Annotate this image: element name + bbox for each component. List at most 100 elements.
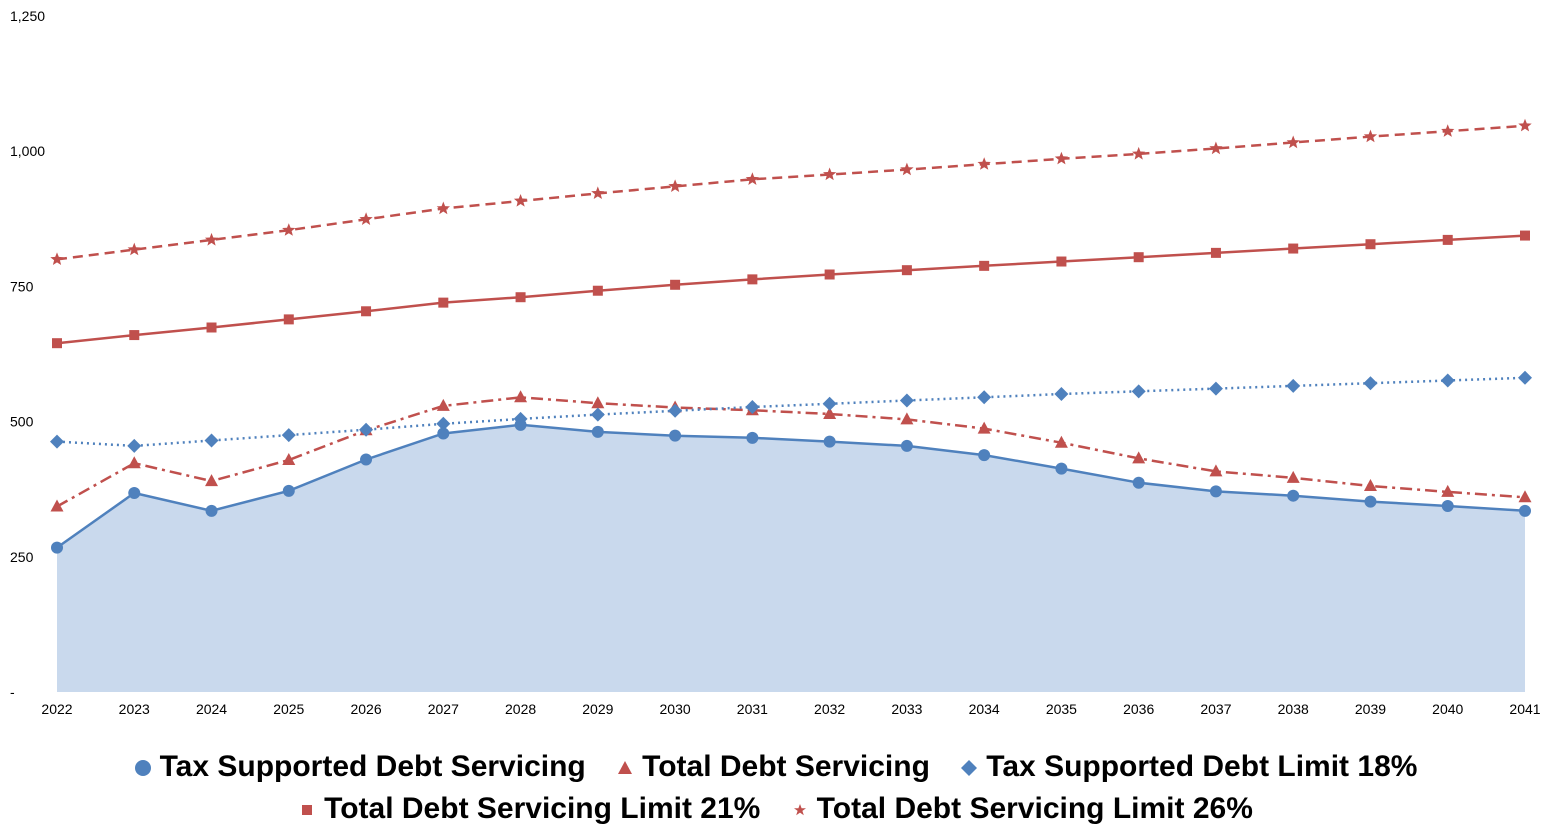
point-total-debt-servicing-limit-21-2039: [1365, 239, 1376, 250]
point-total-debt-servicing-limit-26-2037: [1209, 141, 1223, 155]
point-total-debt-servicing-limit-21-2038: [1288, 243, 1299, 254]
point-tax-supported-debt-limit-18-2039: [1363, 376, 1378, 391]
point-tax-supported-debt-limit-18-2041: [1518, 370, 1532, 385]
point-total-debt-servicing-2039: [1363, 478, 1377, 491]
point-total-debt-servicing-limit-26-2028: [513, 194, 528, 207]
point-tax-supported-debt-limit-18-2035: [1054, 387, 1069, 402]
y-axis-ticks: - 250 500 750 1,000 1,250: [10, 8, 45, 700]
y-tick-label: 1,000: [10, 143, 45, 159]
point-total-debt-servicing-limit-21-2030: [670, 279, 681, 290]
point-total-debt-servicing-2028: [514, 390, 528, 403]
point-total-debt-servicing-limit-21-2025: [283, 314, 294, 325]
point-tax-supported-debt-servicing-2038: [1287, 489, 1300, 502]
x-tick-label: 2037: [1200, 701, 1231, 717]
legend-item-tax-supported-debt-limit: Tax Supported Debt Limit 18%: [958, 750, 1417, 784]
point-total-debt-servicing-2022: [50, 499, 64, 512]
point-total-debt-servicing-limit-26-2041: [1518, 118, 1532, 132]
legend-row-2: Total Debt Servicing Limit 21% Total Deb…: [0, 792, 1549, 826]
point-total-debt-servicing-limit-26-2033: [900, 162, 914, 176]
area-layer: [57, 424, 1525, 692]
point-tax-supported-debt-limit-18-2030: [668, 403, 683, 418]
point-total-debt-servicing-limit-26-2025: [282, 223, 296, 236]
x-tick-label: 2033: [891, 701, 922, 717]
point-tax-supported-debt-limit-18-2036: [1131, 384, 1146, 399]
x-tick-label: 2027: [428, 701, 459, 717]
point-total-debt-servicing-limit-26-2029: [591, 186, 605, 199]
legend-item-total-debt-servicing: Total Debt Servicing: [614, 750, 930, 784]
point-total-debt-servicing-2023: [127, 456, 141, 469]
point-tax-supported-debt-limit-18-2038: [1286, 378, 1301, 393]
point-total-debt-servicing-2035: [1054, 435, 1068, 448]
point-total-debt-servicing-limit-26-2026: [359, 212, 373, 225]
point-total-debt-servicing-2037: [1209, 464, 1223, 477]
point-total-debt-servicing-2034: [977, 421, 991, 434]
point-total-debt-servicing-2040: [1441, 484, 1455, 497]
legend-item-total-debt-servicing-limit-26: Total Debt Servicing Limit 26%: [789, 792, 1253, 826]
x-tick-label: 2030: [660, 701, 691, 717]
point-tax-supported-debt-servicing-2032: [823, 435, 836, 448]
point-total-debt-servicing-limit-21-2036: [1133, 252, 1144, 263]
point-tax-supported-debt-limit-18-2031: [745, 399, 760, 414]
point-total-debt-servicing-limit-26-2023: [127, 242, 141, 256]
y-tick-label: 750: [10, 278, 34, 294]
point-total-debt-servicing-limit-26-2036: [1132, 146, 1146, 160]
point-tax-supported-debt-servicing-2034: [978, 449, 991, 462]
point-tax-supported-debt-servicing-2027: [437, 427, 450, 440]
series-line-total-debt-servicing-limit-26: [56, 124, 1526, 261]
y-tick-label: 1,250: [10, 8, 45, 24]
star-marker-icon: [789, 799, 811, 821]
point-tax-supported-debt-limit-18-2026: [359, 422, 374, 437]
x-tick-label: 2036: [1123, 701, 1154, 717]
point-tax-supported-debt-limit-18-2022: [50, 434, 64, 449]
point-tax-supported-debt-servicing-2040: [1441, 499, 1454, 512]
legend-label: Total Debt Servicing Limit 21%: [324, 792, 761, 825]
point-tax-supported-debt-servicing-2022: [51, 541, 63, 554]
point-total-debt-servicing-limit-21-2040: [1442, 234, 1453, 245]
point-total-debt-servicing-limit-26-2040: [1441, 124, 1455, 137]
point-total-debt-servicing-limit-21-2027: [438, 297, 449, 308]
point-total-debt-servicing-2038: [1286, 470, 1300, 483]
point-total-debt-servicing-2033: [900, 412, 914, 425]
point-total-debt-servicing-2041: [1518, 490, 1532, 503]
x-tick-label: 2026: [350, 701, 381, 717]
point-tax-supported-debt-servicing-2024: [205, 504, 218, 517]
point-total-debt-servicing-limit-26-2034: [977, 157, 991, 170]
point-total-debt-servicing-limit-21-2033: [901, 265, 912, 276]
point-tax-supported-debt-limit-18-2032: [822, 396, 837, 411]
x-axis-ticks: 2022 2023 2024 2025 2026 2027 2028 2029 2030 2031…: [41, 701, 1540, 717]
point-total-debt-servicing-2036: [1132, 451, 1146, 464]
point-total-debt-servicing-limit-21-2041: [1520, 230, 1530, 241]
point-total-debt-servicing-limit-26-2035: [1054, 151, 1069, 165]
diamond-marker-icon: [958, 757, 980, 779]
legend-item-total-debt-servicing-limit-21: Total Debt Servicing Limit 21%: [296, 792, 760, 826]
point-tax-supported-debt-servicing-2037: [1209, 485, 1222, 498]
x-tick-label: 2040: [1432, 701, 1463, 717]
point-tax-supported-debt-servicing-2023: [128, 486, 141, 499]
point-total-debt-servicing-limit-26-2022: [50, 252, 64, 265]
point-total-debt-servicing-limit-21-2035: [1056, 256, 1067, 267]
point-tax-supported-debt-limit-18-2040: [1440, 373, 1455, 388]
point-tax-supported-debt-servicing-2029: [591, 425, 604, 438]
triangle-marker-icon: [614, 757, 636, 779]
point-total-debt-servicing-2025: [282, 452, 296, 465]
point-total-debt-servicing-limit-26-2032: [823, 167, 837, 181]
y-tick-label: 500: [10, 414, 34, 430]
point-total-debt-servicing-limit-26-2031: [745, 172, 759, 185]
point-tax-supported-debt-servicing-2041: [1519, 504, 1531, 517]
y-tick-label: 250: [10, 549, 34, 565]
point-total-debt-servicing-limit-21-2029: [592, 285, 603, 296]
y-tick-label: -: [10, 684, 15, 700]
point-total-debt-servicing-limit-21-2028: [515, 292, 526, 303]
point-total-debt-servicing-2024: [205, 474, 219, 487]
x-tick-label: 2028: [505, 701, 536, 717]
x-tick-label: 2032: [814, 701, 845, 717]
point-tax-supported-debt-servicing-2025: [282, 484, 295, 497]
marker-layer: [50, 118, 1532, 554]
x-tick-label: 2031: [737, 701, 768, 717]
point-tax-supported-debt-servicing-2035: [1055, 462, 1068, 475]
point-tax-supported-debt-limit-18-2027: [436, 416, 451, 431]
legend-label: Total Debt Servicing Limit 26%: [816, 792, 1253, 825]
point-tax-supported-debt-limit-18-2028: [513, 411, 528, 426]
point-tax-supported-debt-limit-18-2037: [1208, 381, 1223, 396]
point-total-debt-servicing-limit-21-2023: [129, 330, 140, 341]
